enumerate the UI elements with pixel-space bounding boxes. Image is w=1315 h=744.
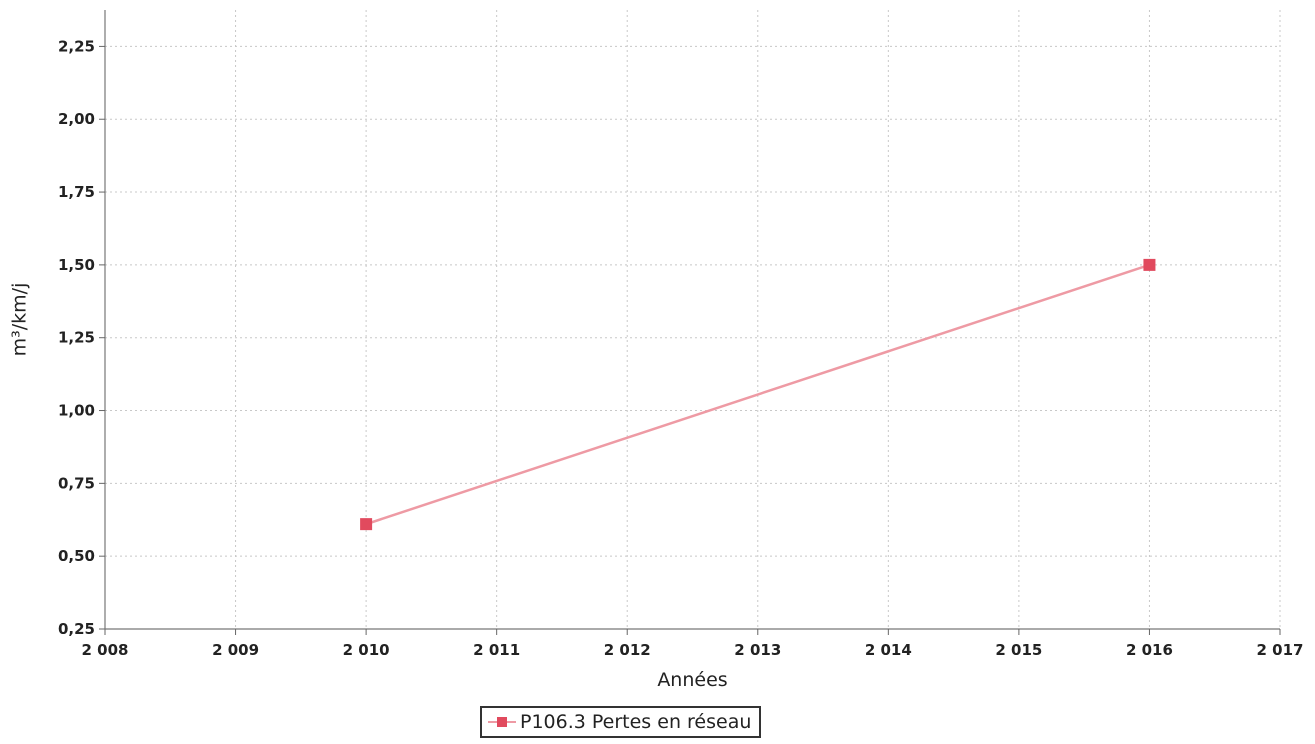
- x-tick-label: 2 009: [212, 641, 259, 659]
- x-tick-label: 2 011: [473, 641, 520, 659]
- x-tick-label: 2 008: [82, 641, 129, 659]
- x-tick-label: 2 010: [343, 641, 390, 659]
- legend: P106.3 Pertes en réseau: [480, 706, 762, 738]
- x-tick-label: 2 014: [865, 641, 912, 659]
- axes: [104, 10, 1280, 630]
- x-tick-label: 2 017: [1257, 641, 1304, 659]
- x-tick-label: 2 012: [604, 641, 651, 659]
- y-tick-label: 0,25: [58, 620, 95, 638]
- line-chart: 0,25 0,50 0,75 1,00 1,25 1,50 1,75 2,00 2,25 2 0…: [9, 10, 1304, 691]
- y-tick-label: 0,50: [58, 547, 95, 565]
- legend-swatch: [488, 715, 516, 729]
- y-tick-label: 1,25: [58, 329, 95, 347]
- data-point-marker: [1143, 258, 1156, 271]
- y-axis-ticks: 0,25 0,50 0,75 1,00 1,25 1,50 1,75 2,00 2,25: [58, 37, 105, 638]
- y-tick-label: 0,75: [58, 474, 95, 492]
- y-tick-label: 1,00: [58, 402, 95, 420]
- legend-square-marker-icon: [497, 717, 507, 727]
- x-tick-label: 2 013: [734, 641, 781, 659]
- legend-label: P106.3 Pertes en réseau: [520, 711, 752, 733]
- y-tick-label: 2,00: [58, 110, 95, 128]
- x-axis-title: Années: [657, 669, 727, 691]
- series-line: [365, 263, 1150, 526]
- y-axis-title: m³/km/j: [9, 283, 31, 357]
- grid: [105, 10, 1281, 629]
- x-axis-ticks: 2 008 2 009 2 010 2 011 2 012 2 013 2 014 2 015…: [82, 629, 1304, 659]
- data-point-marker: [360, 518, 373, 531]
- plot-area: [105, 10, 1280, 629]
- y-tick-label: 1,75: [58, 183, 95, 201]
- y-tick-label: 1,50: [58, 256, 95, 274]
- y-tick-label: 2,25: [58, 37, 95, 55]
- x-tick-label: 2 016: [1126, 641, 1173, 659]
- x-tick-label: 2 015: [995, 641, 1042, 659]
- series-layer: [360, 258, 1156, 531]
